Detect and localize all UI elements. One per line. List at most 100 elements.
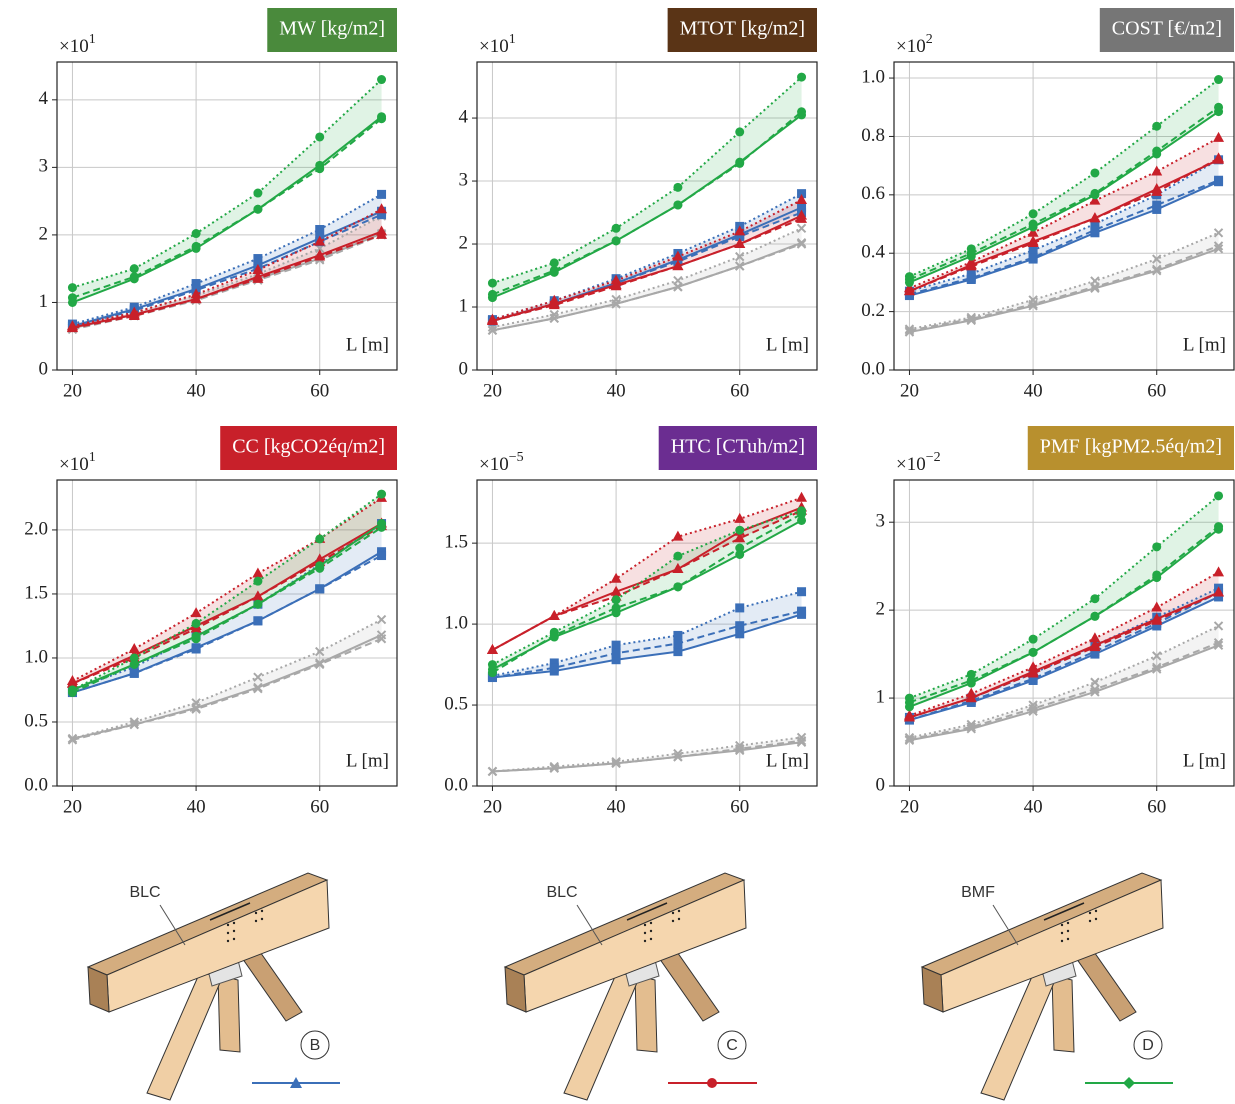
title-badge <box>220 426 397 470</box>
point <box>796 735 807 746</box>
y-tick-label: 4 <box>459 106 469 127</box>
joint-drawing <box>921 872 1164 1101</box>
point <box>797 587 807 597</box>
y-tick-label: 3 <box>876 511 886 532</box>
point <box>673 582 683 592</box>
offset-exponent: 1 <box>89 450 96 465</box>
point <box>796 491 808 502</box>
series-line <box>491 513 803 674</box>
series-line <box>72 637 382 741</box>
point <box>673 630 683 640</box>
variant-letter: B <box>310 1037 321 1054</box>
point <box>377 189 387 199</box>
y-tick-label: 0 <box>876 774 886 795</box>
point <box>1152 121 1162 131</box>
point <box>315 659 325 670</box>
point <box>487 766 498 777</box>
point <box>377 210 387 220</box>
point <box>315 164 325 174</box>
point <box>252 264 264 275</box>
point <box>966 724 976 734</box>
plot-frame <box>476 61 818 371</box>
leader-line <box>159 904 186 946</box>
point <box>904 274 914 284</box>
series-line <box>72 525 383 685</box>
point <box>191 279 201 289</box>
point <box>486 314 498 325</box>
point <box>1214 75 1224 85</box>
series-line <box>492 192 803 321</box>
point <box>1090 219 1100 229</box>
point <box>314 250 326 261</box>
point <box>673 639 683 649</box>
plot-frame <box>56 479 398 787</box>
series-line <box>909 180 1219 297</box>
chart-title: MTOT [kg/m2] <box>680 18 805 40</box>
point <box>673 551 683 561</box>
point <box>1028 647 1038 657</box>
point <box>549 763 559 773</box>
y-tick-label: 2 <box>39 223 49 244</box>
point <box>1214 522 1224 532</box>
point <box>611 655 621 665</box>
series-line <box>72 233 382 330</box>
series-line <box>492 739 802 773</box>
point <box>129 719 139 730</box>
y-tick-label: 0.5 <box>444 693 468 714</box>
point <box>1089 641 1101 652</box>
point <box>673 752 683 762</box>
plot-frame <box>893 61 1235 371</box>
point <box>903 711 915 722</box>
point <box>1213 640 1224 651</box>
point <box>549 265 559 275</box>
point <box>548 299 560 310</box>
point <box>549 658 559 668</box>
y-tick-label: 0.8 <box>861 125 885 146</box>
point <box>735 629 745 639</box>
point <box>1151 185 1163 196</box>
offset-base: ×10 <box>59 454 89 475</box>
x-tick-label: 20 <box>900 796 919 817</box>
variant-letter: C <box>726 1037 738 1054</box>
point <box>129 653 139 663</box>
series-line <box>909 591 1219 719</box>
y-tick-label: 0.0 <box>444 774 468 795</box>
chart-title: MW [kg/m2] <box>279 18 385 40</box>
y-tick-label: 0.6 <box>861 183 885 204</box>
point <box>796 223 807 233</box>
series-line <box>72 208 383 328</box>
point <box>735 127 745 137</box>
point <box>797 72 807 82</box>
x-tick-label: 40 <box>1024 380 1043 401</box>
point <box>904 734 915 745</box>
y-offset-label: ×101 <box>59 450 96 475</box>
point <box>966 248 976 258</box>
point <box>735 231 745 241</box>
series-line <box>909 591 1219 719</box>
joint-drawing <box>87 872 330 1101</box>
point <box>1152 570 1162 580</box>
point <box>1028 301 1038 311</box>
point <box>1213 244 1224 254</box>
series-line <box>491 509 802 651</box>
range-band <box>492 77 802 298</box>
point <box>796 212 808 223</box>
x-tick-label: 20 <box>63 380 82 401</box>
point <box>1152 264 1162 274</box>
x-axis-label: L [m] <box>1183 334 1226 355</box>
letter-circle <box>717 1030 747 1060</box>
point <box>67 283 77 293</box>
point <box>1089 194 1101 205</box>
material-label: BLC <box>129 884 160 901</box>
point <box>549 663 559 673</box>
point <box>377 551 387 561</box>
point <box>735 251 745 262</box>
series-line <box>909 644 1219 742</box>
point <box>1089 632 1101 643</box>
point <box>129 668 139 678</box>
y-offset-label: ×101 <box>479 32 516 57</box>
point <box>1090 677 1100 687</box>
letter-circle <box>1133 1030 1163 1060</box>
series-line <box>72 634 382 740</box>
